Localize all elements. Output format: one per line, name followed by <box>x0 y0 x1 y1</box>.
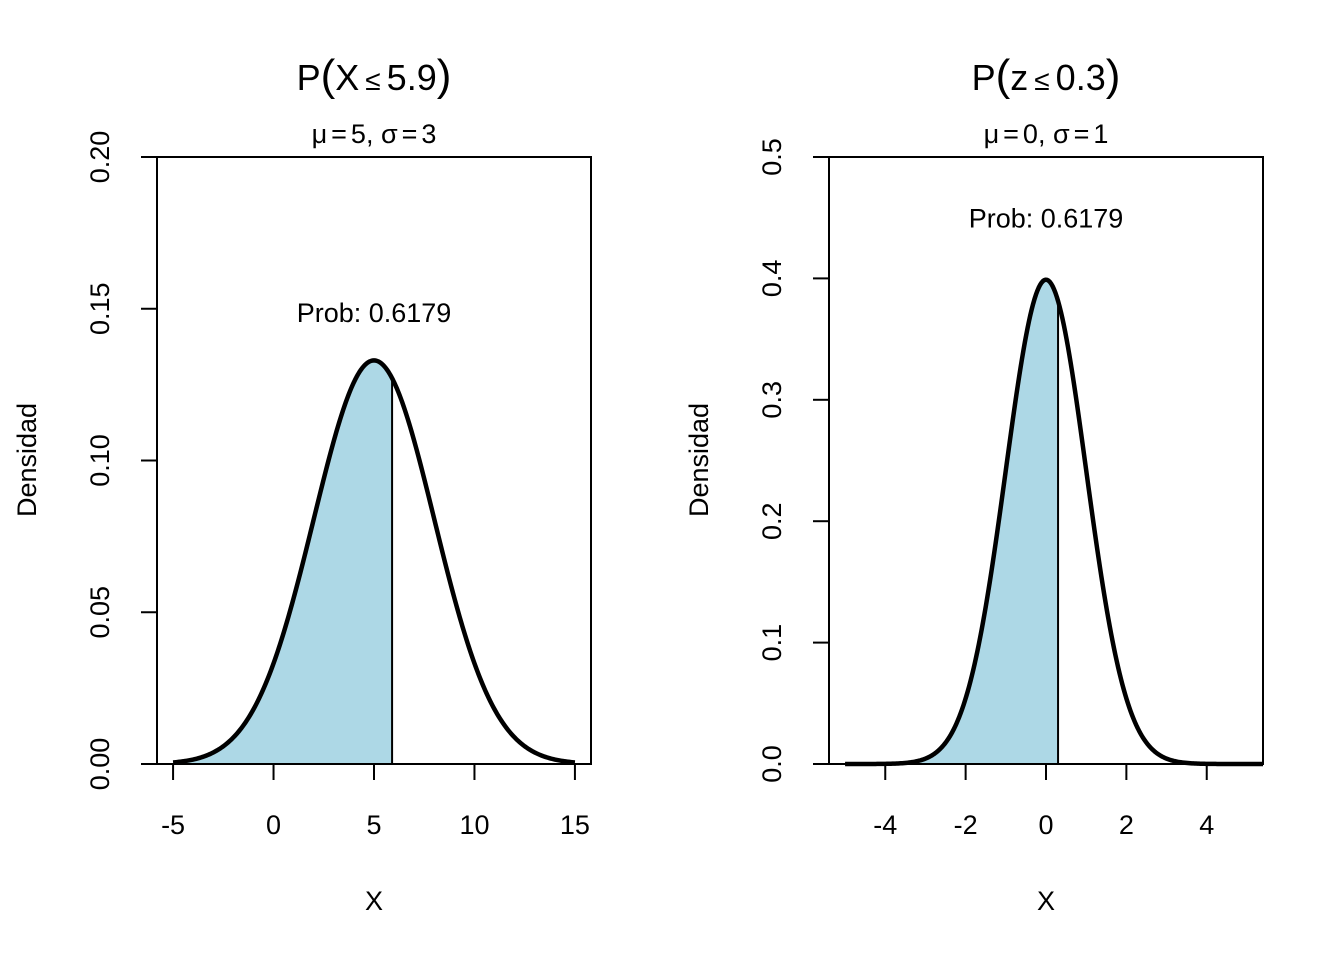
panel-1: P(X ≤5.9) μ = 5, σ = 3 -5 0 5 10 150.000.050.100.… <box>12 51 592 916</box>
panel-1-subtitle-mu-val: 5 <box>351 119 366 149</box>
panel-2-x-tick-label: -4 <box>873 810 897 840</box>
panel-2-subtitle-sigma-val: 1 <box>1093 119 1108 149</box>
panel-1-subtitle-sigma: σ <box>381 119 398 149</box>
panel-2-subtitle-comma: , <box>1038 119 1053 149</box>
panel-1-probability-label: Prob: 0.6179 <box>297 298 452 328</box>
panel-1-x-tick-label: -5 <box>161 810 185 840</box>
panel-2-subtitle-mu: μ <box>984 119 1000 149</box>
panel-1-title-var: X <box>335 57 359 98</box>
panel-1-title-op: ≤ <box>365 65 380 96</box>
panel-2-title-open-paren: ( <box>996 51 1011 100</box>
panel-1-x-tick-label: 5 <box>366 810 381 840</box>
panel-1-x-tick-label: 10 <box>459 810 489 840</box>
panel-2-x-axis-label: X <box>1037 886 1055 916</box>
panel-2-x-tick-label: 0 <box>1038 810 1053 840</box>
panel-2-subtitle-sigma: σ <box>1053 119 1070 149</box>
panel-2-y-tick-label: 0.3 <box>757 381 787 419</box>
panel-2-title-var: z <box>1010 57 1028 98</box>
panel-2-shaded-area <box>845 279 1059 764</box>
panel-2-ticks: -4 -2 0 2 4 0.0 0.1 0.2 0.3 0.4 0.5 <box>757 138 1214 840</box>
panel-2-y-tick-label: 0.1 <box>757 624 787 662</box>
panel-1-y-axis-label: Densidad <box>12 403 42 517</box>
panel-2-title-p: P <box>972 57 996 98</box>
panel-2-x-tick-label: -2 <box>954 810 978 840</box>
panel-2-subtitle-eq2: = <box>1074 119 1090 149</box>
panel-2-y-tick-label: 0.5 <box>757 138 787 176</box>
panel-1-subtitle-sigma-val: 3 <box>421 119 436 149</box>
panel-1-plot-frame <box>156 156 592 765</box>
panel-2-y-tick-label: 0.0 <box>757 745 787 783</box>
panel-1-title-value: 5.9 <box>387 57 437 98</box>
panel-1-subtitle-mu: μ <box>312 119 328 149</box>
panel-1-title-open-paren: ( <box>321 51 336 100</box>
panel-2-plot-frame <box>828 156 1264 765</box>
panel-2-subtitle: μ = 0, σ = 1 <box>984 119 1109 149</box>
panel-2-title-value: 0.3 <box>1056 57 1106 98</box>
panel-1-title-close-paren: ) <box>437 51 452 100</box>
panel-2-x-tick-label: 4 <box>1199 810 1214 840</box>
panel-2-x-tick-label: 2 <box>1119 810 1134 840</box>
panel-1-x-axis-label: X <box>365 886 383 916</box>
panel-1-ticks: -5 0 5 10 15 0.00 0.05 0.10 0.15 0.20 <box>85 131 590 840</box>
panel-2-y-tick-label: 0.4 <box>757 260 787 298</box>
panel-1-subtitle-eq1: = <box>331 119 347 149</box>
panel-1-x-tick-label: 0 <box>266 810 281 840</box>
panel-2-subtitle-mu-val: 0 <box>1023 119 1038 149</box>
panel-1-y-tick-label: 0.15 <box>85 282 115 335</box>
panel-1-shaded-area <box>173 360 393 764</box>
panel-1-title: P(X ≤5.9) <box>297 51 452 100</box>
panel-1-y-tick-label: 0.10 <box>85 434 115 487</box>
panel-2-y-axis-label: Densidad <box>684 403 714 517</box>
panel-2: P(z ≤0.3) μ = 0, σ = 1 -4 -2 0 2 40.00.10.20.30.4… <box>684 51 1264 916</box>
panel-2-title-close-paren: ) <box>1106 51 1121 100</box>
panel-2-title: P(z ≤0.3) <box>972 51 1121 100</box>
panel-2-y-tick-label: 0.2 <box>757 502 787 540</box>
panel-1-subtitle-comma: , <box>366 119 381 149</box>
panel-2-subtitle-eq1: = <box>1003 119 1019 149</box>
panel-2-title-op: ≤ <box>1034 65 1049 96</box>
panel-1-subtitle-eq2: = <box>402 119 418 149</box>
panel-1-y-tick-label: 0.00 <box>85 738 115 791</box>
panel-1-y-tick-label: 0.05 <box>85 586 115 639</box>
panel-1-density-curve <box>172 358 576 765</box>
panel-1-subtitle: μ = 5, σ = 3 <box>312 119 437 149</box>
panel-1-x-tick-label: 15 <box>560 810 590 840</box>
panel-2-probability-label: Prob: 0.6179 <box>969 204 1124 234</box>
panel-1-y-tick-label: 0.20 <box>85 131 115 184</box>
panel-1-title-p: P <box>297 57 321 98</box>
